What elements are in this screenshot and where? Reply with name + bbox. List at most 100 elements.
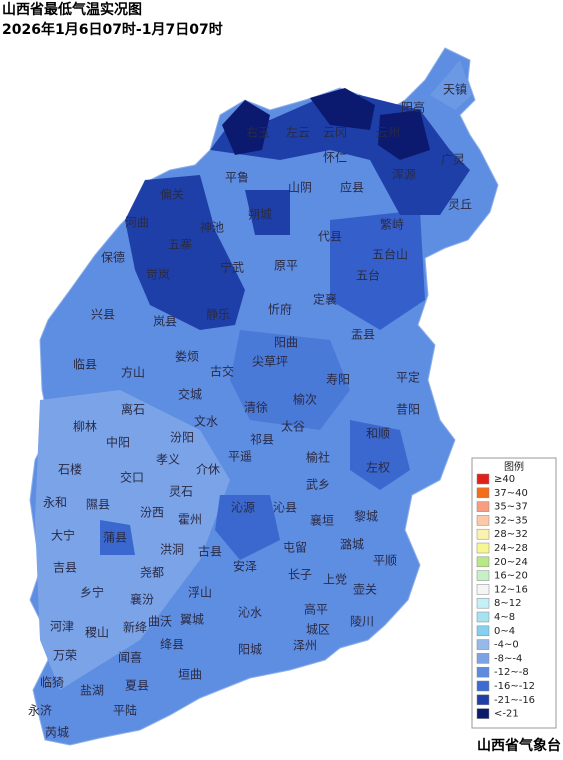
county-label: 浑源 [392,168,416,182]
county-label: 应县 [340,180,364,195]
county-label: 祁县 [250,432,274,447]
county-label: 平陆 [113,703,137,718]
county-label: 盂县 [351,328,375,342]
legend-swatch [476,515,490,526]
county-label: 长子 [288,568,312,582]
cold-zone [330,210,425,330]
county-label: 平定 [396,370,420,385]
legend-title: 图例 [504,460,524,473]
legend-swatch [476,570,490,581]
county-label: 洪洞 [160,543,184,557]
county-label: 榆次 [293,392,317,407]
legend-label: -4~0 [494,640,519,651]
county-label: 交口 [120,470,144,485]
county-label: 永和 [43,496,67,510]
county-label: 太谷 [281,419,305,434]
county-label: 云冈 [323,126,347,140]
legend-label: -8~-4 [494,653,522,664]
county-label: 临猗 [40,676,64,690]
county-label: 山阴 [288,181,312,195]
county-label: 和顺 [366,427,390,441]
county-label: 五台山 [372,247,408,262]
county-label: 乡宁 [80,585,104,600]
county-label: 沁县 [273,501,297,515]
legend-swatch [476,680,490,692]
county-label: 五台 [356,268,380,283]
county-label: 襄汾 [130,592,154,607]
county-label: 曲沃 [148,615,172,629]
legend-swatch [476,611,490,623]
legend-label: <-21 [494,709,519,720]
legend-swatch [476,584,490,595]
title: 山西省最低气温实况图 [2,1,142,18]
county-label: 万荣 [53,649,77,663]
legend-swatch [476,501,490,512]
legend-label: 0~4 [494,626,515,637]
county-label: 襄垣 [310,513,334,528]
county-label: 屯留 [283,541,307,555]
county-label: 翼城 [180,613,204,627]
county-label: 朔城 [248,207,272,222]
legend-swatch [476,694,490,706]
legend-swatch [476,487,490,499]
county-label: 平遥 [228,450,252,464]
legend-swatch [476,473,490,485]
county-label: 夏县 [125,679,149,693]
cold-zone [378,110,430,160]
county-label: 武乡 [306,478,330,492]
legend-label: 12~16 [494,584,528,595]
legend-label: 4~8 [494,612,515,623]
county-label: 新绛 [123,620,147,635]
county-label: 垣曲 [178,668,202,682]
county-label: 浮山 [188,586,212,600]
cold-zone [100,520,135,555]
legend-label: 8~12 [494,598,521,609]
county-label: 高平 [304,602,328,617]
county-label: 昔阳 [396,403,420,417]
county-label: 岢岚 [146,268,170,282]
county-label: 蒲县 [103,531,127,545]
legend-swatch [476,542,490,554]
county-label: 沁源 [231,501,255,515]
county-label: 中阳 [106,435,130,450]
county-label: 娄烦 [175,349,199,364]
county-label: 灵丘 [448,198,472,212]
legend-swatch [476,556,490,568]
legend-label: 32~35 [494,515,528,526]
county-label: 黎城 [354,510,378,524]
county-label: 闻喜 [118,651,142,665]
county-label: 绛县 [160,638,184,652]
county-label: 左权 [366,460,390,475]
county-label: 神池 [200,221,224,235]
county-label: 原平 [274,259,298,273]
county-label: 永济 [28,703,52,718]
legend-swatch [476,666,490,678]
legend-swatch [476,597,490,609]
county-label: 介休 [196,463,220,477]
county-label: 保德 [101,250,125,265]
legend-swatch [476,639,490,650]
county-label: 稷山 [85,626,109,640]
legend-label: 28~32 [494,529,528,540]
county-label: 离石 [121,402,145,417]
county-label: 岚县 [153,315,177,329]
county-label: 盐湖 [80,683,104,698]
county-label: 尖草坪 [252,355,288,369]
legend-label: 20~24 [494,557,528,568]
county-label: 石楼 [58,462,82,477]
county-label: 汾阳 [170,431,194,445]
county-label: 壶关 [353,582,377,597]
county-label: 平鲁 [225,171,249,185]
county-label: 交城 [178,387,202,402]
county-label: 阳高 [401,100,425,115]
county-label: 古县 [198,544,222,559]
county-label: 灵石 [169,485,193,499]
county-label: 榆社 [306,450,330,465]
county-label: 阳曲 [274,336,298,350]
county-label: 汾西 [140,506,164,520]
county-label: 忻府 [268,302,292,317]
county-label: 沁水 [238,606,262,620]
legend-label: -21~-16 [494,695,535,706]
